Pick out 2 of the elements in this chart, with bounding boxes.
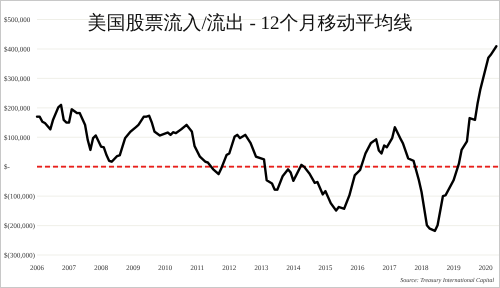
chart-title: 美国股票流入/流出 - 12个月移动平均线	[87, 12, 413, 34]
line-series	[36, 45, 498, 232]
